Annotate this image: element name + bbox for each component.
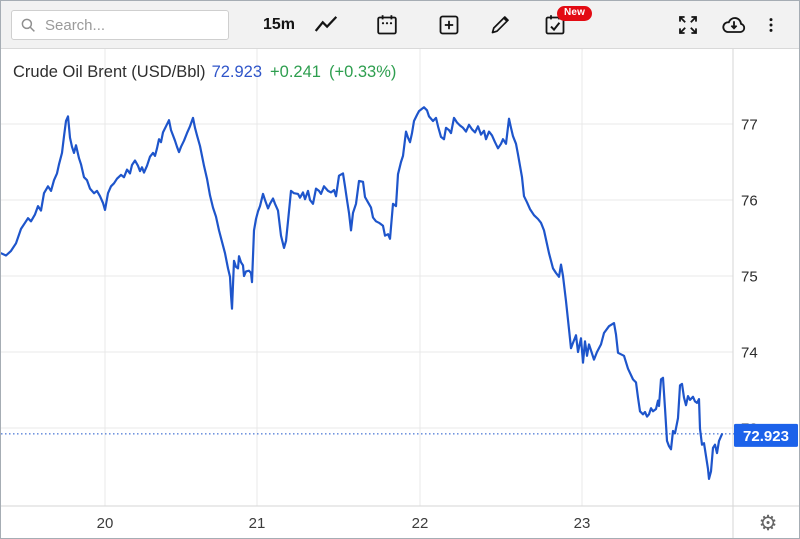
- last-price-label-text: 72.923: [743, 428, 789, 445]
- last-price-label[interactable]: [734, 423, 798, 447]
- calendar-button[interactable]: [373, 1, 401, 49]
- calendar-icon: [377, 15, 397, 35]
- instrument-name: Crude Oil Brent (USD/Bbl): [13, 63, 206, 81]
- fullscreen-icon: [679, 16, 697, 34]
- new-badge: New: [557, 6, 593, 21]
- x-axis-label: 21: [249, 515, 266, 532]
- x-axis-label: 23: [574, 515, 591, 532]
- y-axis-label: 77: [741, 117, 758, 134]
- price-change: +0.241: [270, 63, 321, 81]
- chart-type-button[interactable]: [312, 1, 340, 49]
- chart-title: Crude Oil Brent (USD/Bbl) 72.923 +0.241 (+0…: [13, 63, 396, 82]
- more-menu-button[interactable]: [761, 1, 781, 49]
- line-chart-icon: [314, 16, 338, 32]
- interval-button[interactable]: 15m: [257, 1, 301, 49]
- x-axis-label: 20: [97, 515, 114, 532]
- fullscreen-button[interactable]: [674, 1, 702, 49]
- y-axis-label: 74: [741, 345, 758, 362]
- add-chart-button[interactable]: [435, 1, 463, 49]
- gear-icon: ⚙: [758, 511, 778, 535]
- toolbar: 15m: [1, 1, 799, 49]
- plus-square-icon: [439, 15, 459, 35]
- pencil-icon: [491, 16, 509, 34]
- price-chart[interactable]: 77767574732021222372.923: [1, 49, 800, 539]
- download-button[interactable]: [718, 1, 750, 49]
- last-price-text: 72.923: [211, 63, 263, 81]
- draw-button[interactable]: [486, 1, 514, 49]
- chart-settings-button[interactable]: ⚙: [753, 509, 783, 537]
- search-box[interactable]: [11, 10, 229, 40]
- y-axis-label: 75: [741, 269, 758, 286]
- kebab-menu-icon: [769, 18, 773, 32]
- x-axis-label: 22: [412, 515, 429, 532]
- search-icon: [21, 18, 35, 32]
- price-series-line: [1, 106, 724, 480]
- cloud-download-icon: [722, 17, 746, 33]
- y-axis-label: 76: [741, 193, 758, 210]
- search-input[interactable]: [43, 15, 217, 35]
- chart-area: 77767574732021222372.923 Crude Oil Brent…: [1, 49, 800, 539]
- price-change-percent: (+0.33%): [328, 63, 397, 81]
